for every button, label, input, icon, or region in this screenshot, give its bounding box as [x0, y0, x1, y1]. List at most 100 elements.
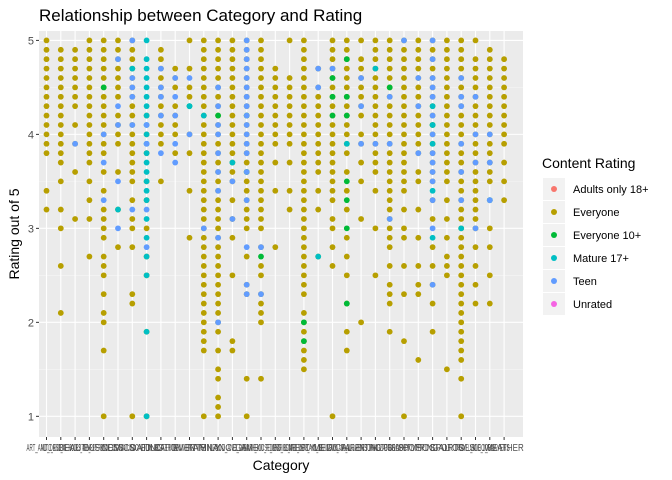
- point-everyone: [43, 65, 50, 72]
- point-everyone: [358, 65, 364, 72]
- point-everyone: [272, 84, 279, 91]
- point-everyone: [43, 131, 50, 138]
- point-everyone: [372, 225, 379, 232]
- point-teen: [472, 225, 479, 232]
- point-everyone: [100, 103, 107, 110]
- point-teen: [129, 206, 136, 213]
- point-mature-17: [143, 169, 150, 175]
- point-teen: [429, 112, 436, 119]
- point-everyone-10: [258, 253, 264, 260]
- legend-swatch-everyone: [551, 209, 557, 215]
- point-everyone: [301, 263, 307, 269]
- point-teen: [115, 56, 121, 63]
- x-tick-label: SOCIAL: [416, 443, 450, 454]
- legend-swatch-unrated: [551, 301, 557, 307]
- point-teen: [429, 84, 436, 91]
- point-everyone: [115, 131, 121, 138]
- point-teen: [143, 140, 150, 147]
- point-everyone: [458, 150, 465, 157]
- point-everyone: [115, 93, 121, 100]
- point-everyone: [72, 65, 78, 72]
- point-everyone: [43, 103, 50, 110]
- point-everyone: [501, 131, 507, 138]
- point-everyone: [43, 93, 50, 100]
- point-everyone: [100, 263, 107, 269]
- y-axis-title: Rating out of 5: [6, 188, 22, 279]
- point-everyone: [472, 197, 479, 204]
- point-teen: [243, 244, 250, 251]
- point-mature-17: [143, 103, 150, 110]
- point-everyone: [215, 93, 222, 100]
- point-everyone: [158, 178, 164, 185]
- point-everyone: [444, 56, 450, 63]
- point-everyone: [100, 347, 107, 354]
- point-everyone: [200, 46, 207, 53]
- point-everyone: [301, 122, 307, 128]
- point-everyone: [200, 328, 207, 335]
- point-everyone: [243, 216, 250, 222]
- point-everyone: [358, 178, 364, 185]
- point-teen: [243, 131, 250, 138]
- point-everyone: [100, 234, 107, 241]
- point-everyone: [401, 178, 407, 185]
- point-everyone: [386, 37, 393, 44]
- point-everyone: [215, 65, 222, 72]
- point-everyone: [315, 169, 322, 175]
- point-everyone: [386, 234, 393, 241]
- point-everyone: [229, 234, 236, 241]
- legend-label-everyone: Everyone: [573, 207, 619, 219]
- point-everyone: [100, 140, 107, 147]
- point-everyone: [401, 112, 407, 119]
- point-teen: [429, 169, 436, 175]
- point-everyone: [200, 413, 207, 420]
- point-everyone: [501, 197, 507, 204]
- x-tick-label: AUTO_AND_VEHICLES: [41, 443, 81, 454]
- point-everyone: [458, 65, 465, 72]
- point-everyone: [386, 112, 393, 119]
- point-teen: [215, 131, 222, 138]
- point-everyone: [486, 103, 493, 110]
- point-everyone: [444, 65, 450, 72]
- point-everyone: [258, 197, 264, 204]
- point-everyone: [243, 206, 250, 213]
- point-everyone: [100, 112, 107, 119]
- point-everyone: [286, 103, 293, 110]
- point-everyone: [329, 150, 336, 157]
- point-everyone: [386, 169, 393, 175]
- point-everyone: [57, 46, 64, 53]
- x-tick-label: NEWS_AND_MAGAZINES: [327, 443, 367, 454]
- point-everyone: [200, 140, 207, 147]
- point-everyone: [258, 75, 264, 81]
- point-teen: [72, 140, 78, 147]
- x-tick-label: MAPS_AND_NAVIGATION: [298, 443, 338, 454]
- point-everyone: [444, 140, 450, 147]
- point-everyone: [200, 291, 207, 298]
- point-everyone: [72, 103, 78, 110]
- point-everyone: [57, 131, 64, 138]
- points-layer: [43, 37, 507, 420]
- point-everyone: [415, 131, 422, 138]
- point-everyone: [72, 75, 78, 81]
- point-everyone: [486, 178, 493, 185]
- point-everyone: [86, 216, 93, 222]
- point-everyone: [200, 338, 207, 345]
- point-everyone: [43, 84, 50, 91]
- point-everyone: [472, 65, 479, 72]
- point-teen: [229, 178, 236, 185]
- point-teen: [172, 93, 179, 100]
- point-everyone: [458, 178, 465, 185]
- point-everyone: [172, 103, 179, 110]
- point-everyone: [501, 56, 507, 63]
- point-everyone: [200, 131, 207, 138]
- point-teen: [486, 131, 493, 138]
- point-everyone: [172, 122, 179, 128]
- point-everyone: [329, 122, 336, 128]
- point-everyone: [415, 37, 422, 44]
- point-everyone: [215, 413, 222, 420]
- point-everyone: [329, 103, 336, 110]
- point-everyone: [258, 300, 264, 307]
- point-everyone: [401, 206, 407, 213]
- point-teen: [458, 75, 465, 81]
- point-everyone: [100, 225, 107, 232]
- point-teen: [429, 159, 436, 166]
